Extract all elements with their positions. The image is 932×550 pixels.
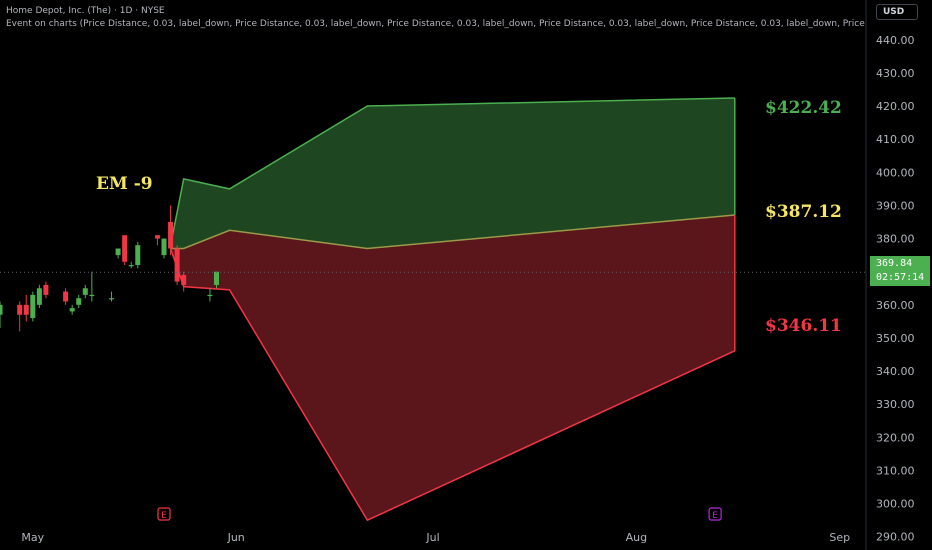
time-axis[interactable]: May Jun Jul Aug Sep [21, 531, 850, 544]
middle-target-label: $387.12 [765, 202, 842, 222]
time-tick-label: Jul [425, 531, 439, 544]
candle-body [63, 291, 69, 302]
candle [174, 245, 180, 285]
earnings-event-icon: E [157, 507, 171, 521]
candle-body [43, 284, 49, 295]
price-tick-label: 380.00 [876, 233, 915, 246]
candle-body [36, 288, 42, 305]
earnings-event-letter: E [712, 511, 718, 521]
candle [207, 288, 213, 302]
candle [115, 248, 121, 259]
candle-body [161, 238, 167, 256]
candlestick-series [0, 205, 219, 332]
earnings-event-box [157, 507, 171, 521]
candle [82, 284, 88, 299]
time-tick-label: May [21, 531, 44, 544]
candle [135, 241, 141, 269]
candle-body [174, 248, 180, 282]
price-tick-label: 310.00 [876, 464, 915, 477]
price-tick-label: 440.00 [876, 34, 915, 47]
candle-body [109, 298, 115, 300]
candle-body [17, 304, 23, 315]
candle-body [168, 221, 174, 249]
expected-move-band [169, 97, 736, 522]
candle [89, 271, 95, 302]
earnings-event-box [708, 507, 722, 521]
upper-target-label: $422.42 [765, 98, 842, 118]
lower-target-label: $346.11 [765, 316, 842, 336]
time-tick-label: Aug [626, 531, 647, 544]
time-tick-label: Sep [829, 531, 850, 544]
earnings-event-letter: E [161, 511, 167, 521]
candle-body [128, 265, 134, 267]
upper-band-line [169, 97, 735, 246]
price-tick-label: 360.00 [876, 299, 915, 312]
last-price-label: 369.84 02:57:14 [870, 256, 930, 286]
candle [181, 271, 187, 292]
lower-band-area [170, 215, 735, 521]
price-tick-label: 290.00 [876, 531, 915, 544]
candle-body [30, 294, 36, 319]
candle-body [181, 275, 187, 285]
candle [109, 291, 115, 302]
time-tick-label: Jun [227, 531, 245, 544]
price-tick-label: 300.00 [876, 498, 915, 511]
candle [76, 294, 82, 309]
candle-body [214, 271, 219, 285]
earnings-event-icon: E [708, 507, 722, 521]
em-annotation: EM -9 [96, 174, 153, 194]
candle [17, 301, 23, 332]
candle [0, 301, 3, 329]
candle-body [154, 235, 160, 239]
price-axis[interactable]: 290.00 300.00 310.00 320.00 330.00 340.00 350.… [876, 34, 915, 544]
candle [161, 238, 167, 259]
candle [69, 304, 75, 315]
currency-button[interactable]: USD [876, 4, 918, 20]
bar-countdown: 02:57:14 [876, 272, 925, 283]
price-tick-label: 430.00 [876, 67, 915, 80]
candle [30, 291, 36, 322]
price-tick-label: 400.00 [876, 166, 915, 179]
price-tick-label: 330.00 [876, 398, 915, 411]
indicator-legend[interactable]: Event on charts (Price Distance, 0.03, l… [6, 19, 868, 29]
candle [154, 235, 160, 246]
candle [128, 261, 134, 269]
candle [36, 284, 42, 309]
upper-band-area [170, 98, 735, 249]
price-tick-label: 410.00 [876, 133, 915, 146]
candle [43, 281, 49, 299]
symbol-title: Home Depot, Inc. (The) · 1D · NYSE [6, 6, 165, 16]
candle [63, 288, 69, 305]
candle-body [82, 288, 88, 295]
price-tick-label: 320.00 [876, 431, 915, 444]
candle-body [23, 304, 29, 315]
price-tick-label: 390.00 [876, 199, 915, 212]
price-tick-label: 340.00 [876, 365, 915, 378]
candle [122, 235, 128, 266]
candle-body [76, 298, 82, 305]
price-tick-label: 420.00 [876, 100, 915, 113]
candle [214, 271, 219, 289]
candle-body [115, 248, 121, 256]
candle [23, 294, 29, 322]
candle-body [69, 308, 75, 312]
candle-body [0, 304, 3, 315]
last-price-value: 369.84 [876, 258, 913, 269]
candle-body [135, 245, 141, 266]
candle-body [122, 235, 128, 262]
candle-body [207, 294, 213, 297]
candle-body [89, 294, 95, 297]
price-tick-label: 350.00 [876, 332, 915, 345]
candle [168, 205, 174, 256]
